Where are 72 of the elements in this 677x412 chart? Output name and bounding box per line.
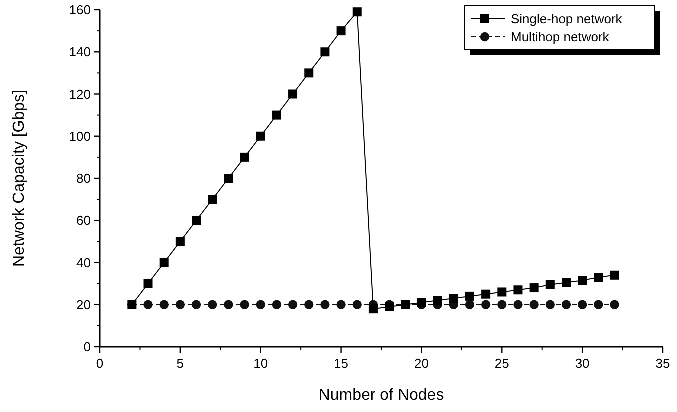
point — [256, 132, 266, 141]
x-tick-label: 20 — [414, 356, 429, 371]
point — [192, 300, 202, 310]
point — [546, 280, 555, 290]
point — [224, 174, 234, 183]
point — [530, 300, 539, 310]
point — [304, 300, 314, 310]
point — [224, 300, 234, 310]
x-tick-label: 10 — [254, 356, 268, 371]
y-tick-label: 100 — [69, 128, 91, 144]
point — [160, 258, 169, 268]
point — [546, 300, 555, 310]
point — [304, 68, 314, 78]
point — [498, 288, 507, 297]
x-tick-label: 25 — [494, 356, 510, 371]
point — [336, 26, 346, 36]
point — [160, 300, 169, 310]
point — [208, 300, 218, 310]
point — [449, 294, 458, 304]
point — [610, 270, 620, 280]
x-axis-title: Number of Nodes — [318, 387, 444, 404]
point — [594, 300, 604, 310]
point — [433, 296, 442, 306]
point — [530, 284, 539, 293]
y-axis-title: Network Capacity [Gbps] — [11, 90, 28, 267]
point — [578, 300, 588, 310]
point — [288, 90, 298, 99]
point — [240, 152, 250, 162]
point — [368, 304, 378, 314]
point — [481, 300, 491, 310]
point — [562, 278, 571, 288]
point — [594, 272, 604, 282]
y-tick-label: 140 — [69, 44, 91, 60]
x-tick-label: 35 — [656, 356, 670, 371]
point — [256, 300, 266, 310]
point — [352, 300, 362, 310]
point — [562, 300, 572, 310]
point — [272, 110, 282, 120]
point — [498, 300, 507, 310]
point — [578, 276, 588, 286]
y-tick-label: 80 — [76, 171, 91, 186]
x-tick-label: 0 — [96, 356, 104, 371]
point — [514, 300, 523, 310]
point — [208, 195, 218, 204]
point — [288, 300, 298, 310]
point — [176, 237, 185, 246]
point — [176, 300, 186, 310]
legend-label: Single-hop network — [511, 12, 623, 26]
legend-label: Multihop network — [511, 30, 610, 44]
point — [336, 300, 346, 310]
y-tick-label: 20 — [76, 297, 91, 312]
point — [192, 216, 202, 226]
y-tick-label: 40 — [76, 255, 91, 270]
point — [465, 292, 474, 301]
y-tick-label: 160 — [69, 2, 91, 18]
y-tick-label: 60 — [76, 213, 91, 228]
point — [482, 290, 491, 299]
point — [240, 300, 250, 310]
point — [144, 300, 153, 310]
point — [320, 48, 330, 57]
x-tick-label: 5 — [176, 356, 184, 371]
point — [352, 8, 362, 17]
point — [514, 286, 523, 295]
point — [610, 300, 620, 310]
y-tick-label: 120 — [69, 86, 91, 102]
x-tick-label: 15 — [334, 356, 349, 371]
point — [144, 279, 153, 288]
point — [272, 300, 282, 310]
point — [465, 300, 475, 310]
y-tick-label: 0 — [84, 340, 91, 354]
x-tick-label: 30 — [575, 356, 590, 371]
point — [320, 300, 330, 310]
